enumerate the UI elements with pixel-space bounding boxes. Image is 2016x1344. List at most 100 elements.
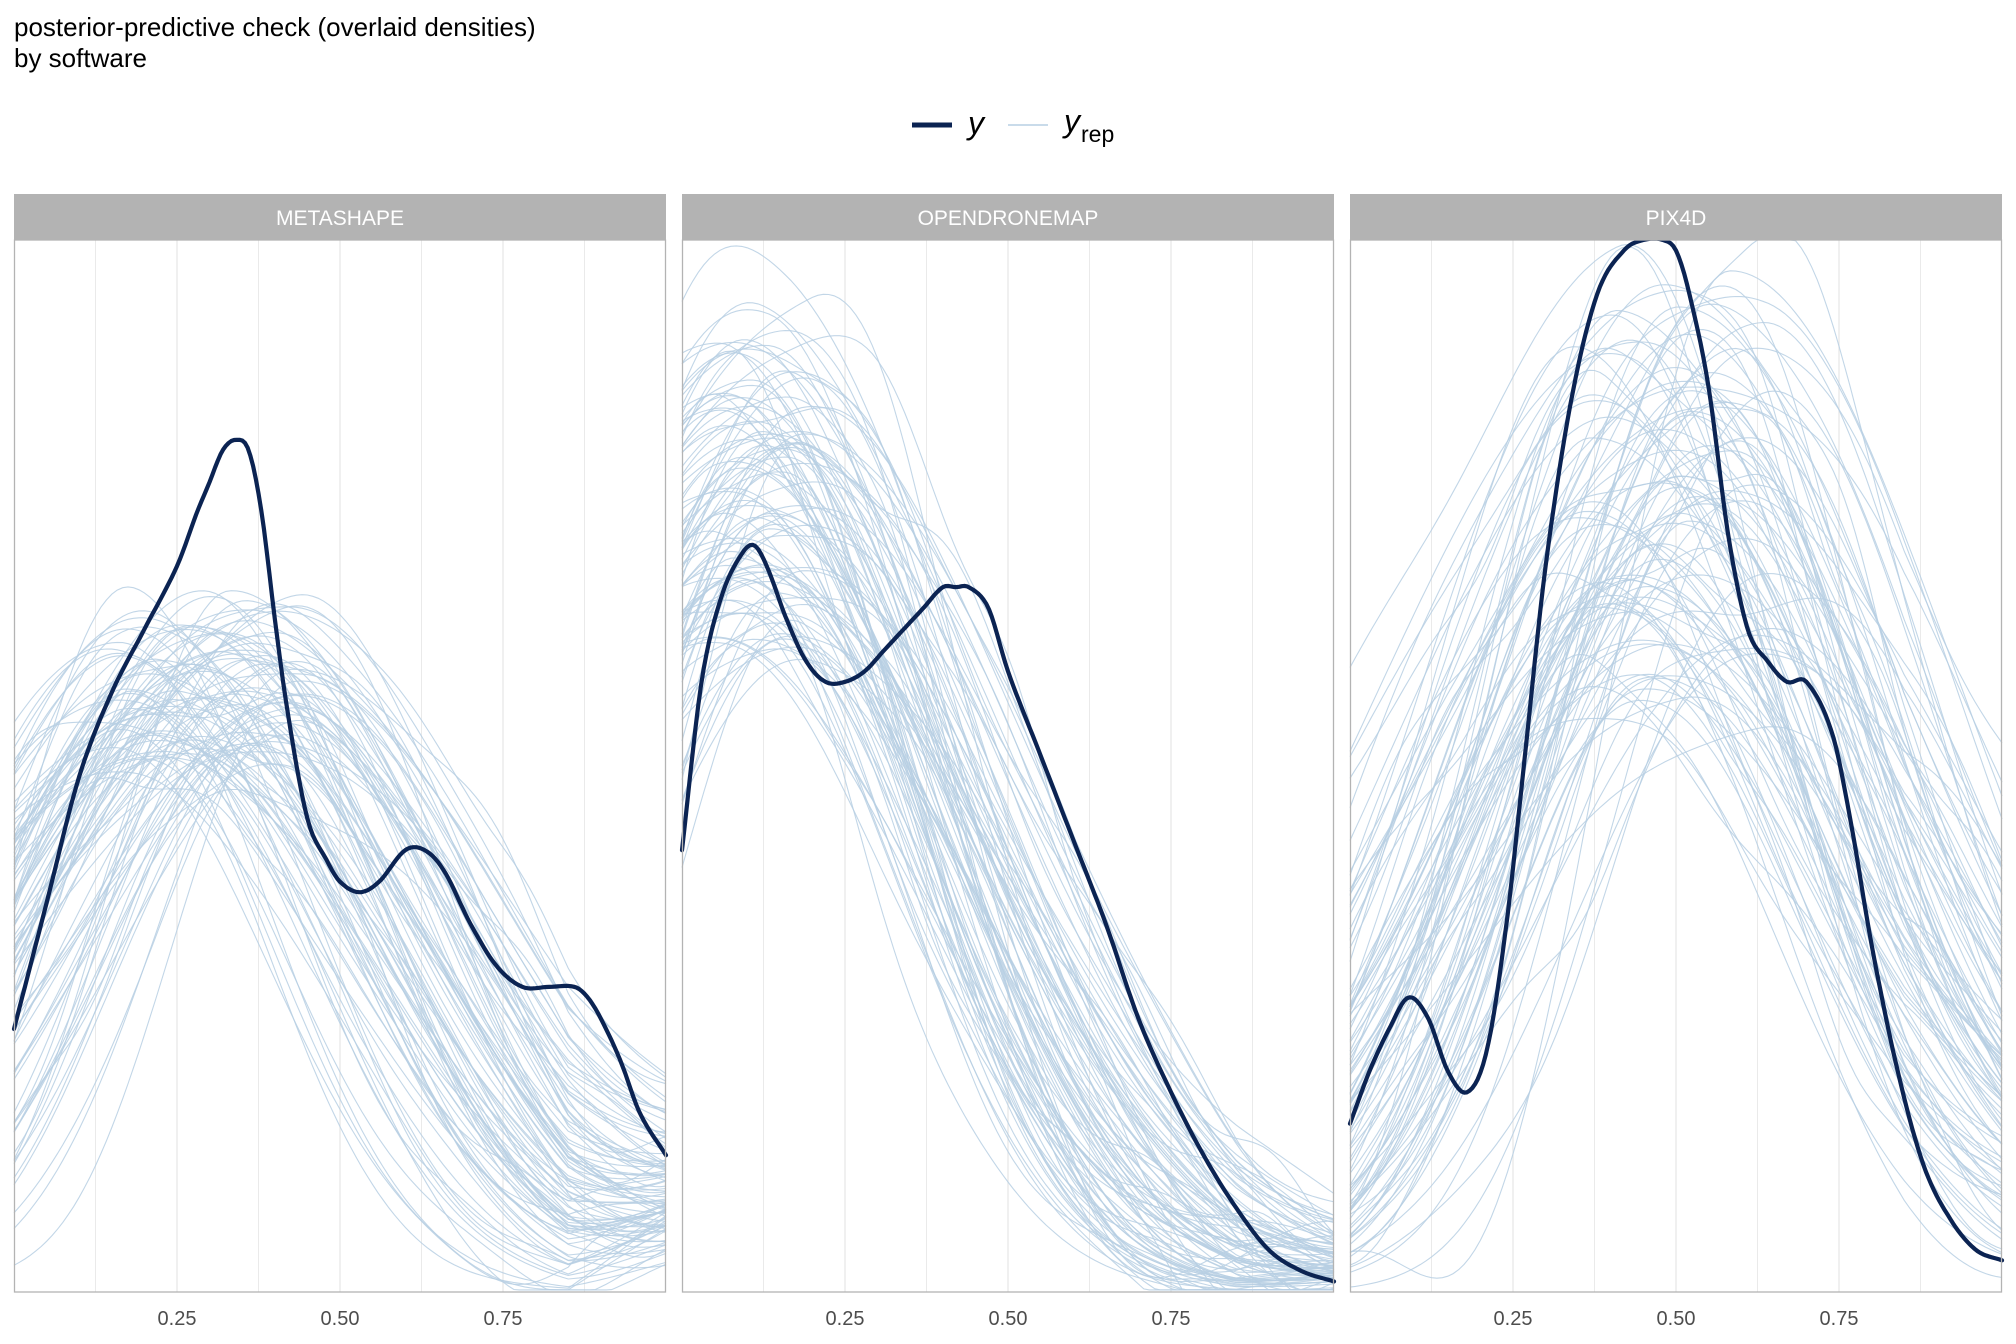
x-tick-label: 0.75 [484, 1308, 523, 1330]
replicated-density-line [1349, 289, 2003, 1095]
facet-strip-label: OPENDRONEMAP [918, 207, 1099, 230]
replicated-density-line [13, 610, 667, 1078]
x-tick-label: 0.75 [1820, 1308, 1859, 1330]
legend-observed-label: y [966, 105, 986, 141]
replicated-density-line [1349, 321, 2003, 1072]
replicated-density-line [1349, 285, 2003, 1236]
replicated-density-line [13, 690, 667, 1288]
replicated-density-line [13, 733, 667, 1214]
x-tick-label: 0.50 [1657, 1308, 1696, 1330]
replicated-density-line [681, 567, 1335, 1216]
replicated-density-line [1349, 582, 2003, 1279]
legend: y yrep [912, 103, 1114, 147]
replicated-density-line [1349, 517, 2003, 1110]
x-tick-label: 0.25 [826, 1308, 865, 1330]
replicated-density-line [681, 542, 1335, 1260]
replicated-density-line [13, 625, 667, 1232]
replicated-density-line [681, 633, 1335, 1269]
replicated-density-line [13, 697, 667, 1190]
replicated-density-line [1349, 400, 2003, 1121]
facet-strip [14, 194, 666, 240]
replicated-density-line [13, 660, 667, 1179]
legend-replicated-subscript: rep [1081, 121, 1114, 147]
replicated-density-line [681, 377, 1335, 1270]
replicated-density-line [13, 663, 667, 1233]
replicated-density-line [13, 690, 667, 1110]
replicated-density-line [1349, 627, 2003, 1206]
facet-panel-opendronemap: OPENDRONEMAP 0.25 0.50 0.75 [679, 194, 1337, 1330]
replicated-density-line [13, 707, 667, 1243]
replicated-density-line [681, 512, 1335, 1283]
replicated-density-line [681, 524, 1335, 1195]
replicated-density-line [1349, 484, 2003, 1288]
chart-title: posterior-predictive check (overlaid den… [14, 12, 536, 42]
replicated-density-line [1349, 699, 2003, 1237]
replicated-density-line [681, 462, 1335, 1221]
facet-panel-pix4d: PIX4D 0.25 0.50 0.75 [1347, 194, 2005, 1330]
replicated-density-line [681, 348, 1335, 1236]
replicated-density-line [13, 704, 667, 1255]
replicated-density-line [681, 592, 1335, 1255]
replicated-density-line [681, 339, 1335, 1262]
facet-strip [682, 194, 1334, 240]
replicated-density-line [1349, 400, 2003, 1101]
replicated-density-line [1349, 653, 2003, 1254]
replicated-density-line [1349, 547, 2003, 1116]
replicated-density-line [13, 694, 667, 1182]
replicated-density-line [13, 788, 667, 1154]
replicated-density-line [681, 564, 1335, 1273]
replicated-density-line [1349, 366, 2003, 1102]
replicated-density-line [681, 516, 1335, 1224]
replicated-density-line [681, 571, 1335, 1271]
replicated-density-line [681, 430, 1335, 1291]
replicated-density-line [13, 673, 667, 1165]
replicated-density-line [1349, 717, 2003, 1163]
replicated-density-line [13, 771, 667, 1265]
replicated-density-line [13, 719, 667, 1133]
replicated-density-line [1349, 677, 2003, 1226]
replicated-density-line [1349, 347, 2003, 1066]
replicated-density-line [681, 405, 1335, 1237]
replicated-density-line [681, 612, 1335, 1286]
replicated-density-line [1349, 726, 2003, 1102]
replicated-density-line [13, 688, 667, 1204]
replicated-density-line [1349, 303, 2003, 1105]
replicated-density-line [13, 735, 667, 1202]
replicated-density-line [1349, 243, 2003, 1254]
replicated-density-line [13, 668, 667, 1262]
replicated-density-line [681, 293, 1335, 1282]
observed-density-line [679, 542, 1337, 1284]
replicated-density-line [13, 749, 667, 1232]
replicated-density-line [13, 659, 667, 1209]
replicated-density-line [681, 407, 1335, 1288]
replicated-density-line [13, 651, 667, 1162]
replicated-density-line [1349, 414, 2003, 1231]
replicated-density-line [13, 739, 667, 1222]
replicated-density-line [13, 702, 667, 1139]
replicated-density-line [1349, 306, 2003, 1212]
replicated-density-line [1349, 574, 2003, 1097]
observed-density-line [1347, 236, 2005, 1263]
replicated-density-line [681, 566, 1335, 1270]
replicated-density-line [13, 600, 667, 1170]
replicated-density-line [681, 579, 1335, 1286]
replicated-density-line [1349, 496, 2003, 1174]
replicated-density-line [1349, 647, 2003, 1187]
facet-strip [1350, 194, 2002, 240]
replicated-density-line [1349, 380, 2003, 1066]
facet-strip-label: METASHAPE [276, 207, 404, 230]
replicated-density-line [1349, 416, 2003, 1072]
replicated-density-line [13, 628, 667, 1275]
replicated-density-line [13, 620, 667, 1082]
replicated-density-line [1349, 537, 2003, 1150]
facet-strip-label: PIX4D [1646, 207, 1707, 230]
replicated-density-line [13, 693, 667, 1121]
x-tick-label: 0.50 [989, 1308, 1028, 1330]
facet-panel-metashape: METASHAPE 0.25 0.50 0.75 [11, 194, 669, 1330]
replicated-density-line [1349, 339, 2003, 1190]
replicated-density-line [13, 740, 667, 1135]
replicated-density-line [1349, 309, 2003, 1133]
replicated-density-line [1349, 352, 2003, 1175]
replicated-density-line [13, 757, 667, 1220]
